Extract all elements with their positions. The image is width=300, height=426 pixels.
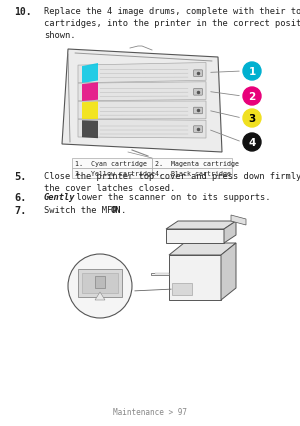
Text: 6.: 6.: [14, 193, 26, 202]
FancyBboxPatch shape: [194, 127, 202, 133]
Polygon shape: [78, 63, 206, 83]
Polygon shape: [155, 273, 169, 274]
Polygon shape: [62, 50, 222, 153]
Text: 2: 2: [248, 92, 256, 102]
Circle shape: [243, 134, 261, 152]
Polygon shape: [151, 273, 169, 276]
Text: 2.  Magenta cartridge: 2. Magenta cartridge: [155, 161, 239, 167]
FancyBboxPatch shape: [194, 71, 202, 77]
Circle shape: [243, 63, 261, 81]
Text: 4: 4: [248, 138, 256, 148]
Polygon shape: [169, 243, 236, 256]
Circle shape: [243, 110, 261, 128]
Bar: [169, 256, 221, 300]
Polygon shape: [82, 64, 98, 84]
Text: Close the printer top cover and press down firmly so that
the cover latches clos: Close the printer top cover and press do…: [44, 172, 300, 193]
FancyBboxPatch shape: [194, 89, 202, 96]
Polygon shape: [78, 120, 206, 139]
Text: 10.: 10.: [14, 7, 32, 17]
Text: 4.  Black cartridge: 4. Black cartridge: [155, 170, 231, 177]
Polygon shape: [78, 83, 206, 102]
Text: Maintenance > 97: Maintenance > 97: [113, 407, 187, 416]
Polygon shape: [231, 216, 246, 225]
Text: 3: 3: [248, 114, 256, 124]
Text: Replace the 4 image drums, complete with their toner
cartridges, into the printe: Replace the 4 image drums, complete with…: [44, 7, 300, 40]
Bar: [78, 269, 122, 297]
Bar: [166, 230, 224, 243]
Text: Gently: Gently: [44, 193, 76, 201]
Polygon shape: [82, 83, 98, 102]
Polygon shape: [78, 102, 206, 120]
Bar: [72, 169, 152, 178]
Bar: [152, 158, 232, 169]
Text: Switch the MFP: Switch the MFP: [44, 205, 123, 215]
Polygon shape: [221, 243, 236, 300]
Text: lower the scanner on to its supports.: lower the scanner on to its supports.: [71, 193, 271, 201]
Text: ON: ON: [111, 205, 122, 215]
Circle shape: [243, 88, 261, 106]
Polygon shape: [95, 292, 105, 300]
Circle shape: [68, 254, 132, 318]
Text: 5.: 5.: [14, 172, 26, 181]
Bar: [72, 158, 152, 169]
Bar: [152, 169, 232, 178]
Text: 7.: 7.: [14, 205, 26, 216]
Polygon shape: [166, 222, 236, 230]
Bar: [95, 276, 105, 288]
Polygon shape: [82, 121, 98, 139]
Polygon shape: [224, 222, 236, 243]
Bar: [172, 283, 192, 295]
FancyBboxPatch shape: [194, 108, 202, 115]
Text: 1.  Cyan cartridge: 1. Cyan cartridge: [75, 161, 147, 167]
Text: .: .: [121, 205, 126, 215]
Polygon shape: [82, 102, 98, 120]
Bar: [82, 273, 118, 294]
Text: 3.  Yellow cartridge: 3. Yellow cartridge: [75, 170, 155, 177]
Text: 1: 1: [248, 67, 256, 77]
